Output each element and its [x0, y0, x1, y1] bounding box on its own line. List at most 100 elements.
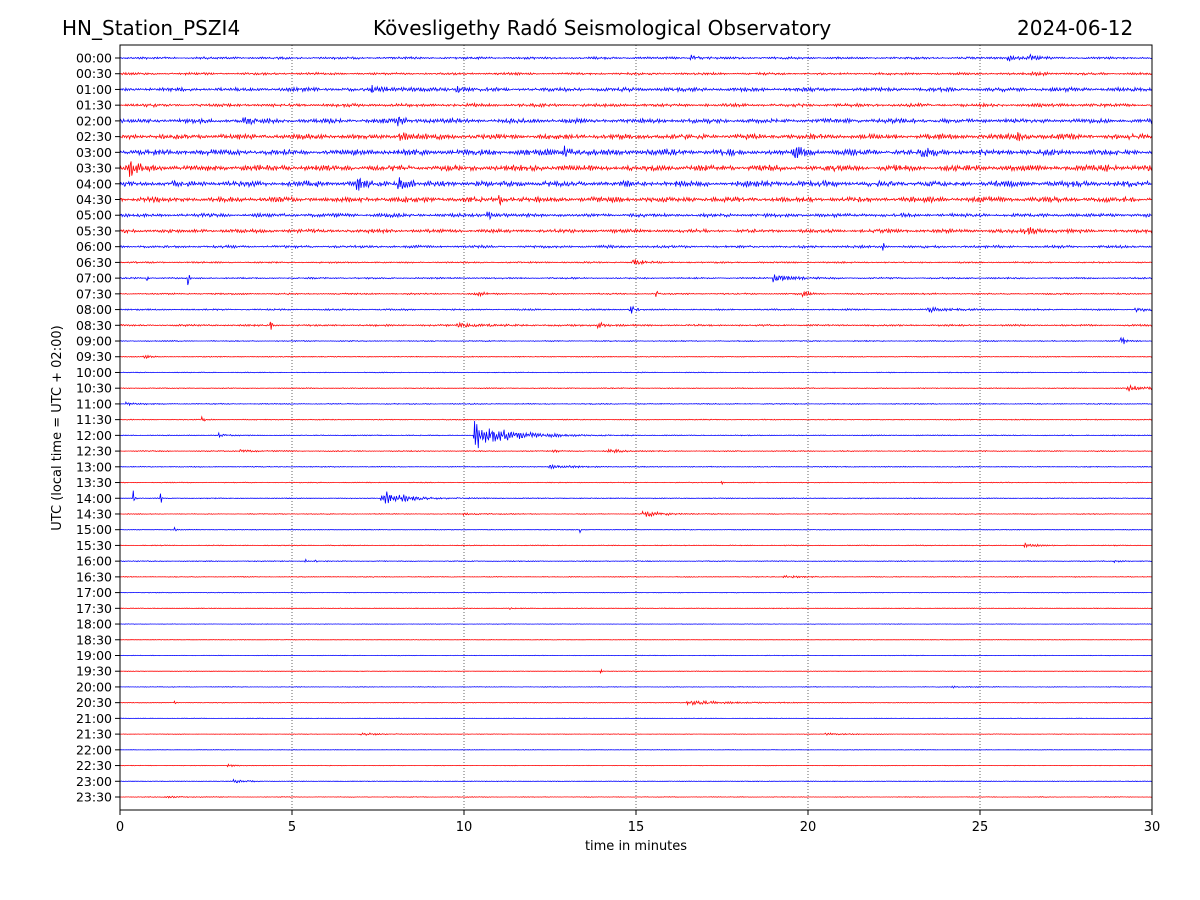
y-tick-label: 02:30: [76, 129, 112, 144]
y-tick-label: 21:30: [76, 727, 112, 742]
trace-1700: [119, 591, 1153, 594]
x-tick-label: 15: [628, 820, 645, 835]
trace-0500: [119, 211, 1153, 221]
chart-date: 2024-06-12: [1017, 16, 1134, 40]
y-tick-label: 00:00: [76, 51, 112, 66]
trace-2300: [119, 778, 1153, 784]
y-tick-label: 13:00: [76, 459, 112, 474]
y-tick-label: 12:30: [76, 444, 112, 459]
trace-1900: [120, 654, 1153, 657]
trace-0430: [119, 195, 1153, 206]
y-tick-label: 05:00: [76, 208, 112, 223]
y-tick-label: 11:00: [76, 396, 112, 411]
y-tick-label: 19:00: [76, 648, 112, 663]
y-tick-label: 17:00: [76, 585, 112, 600]
trace-0300: [119, 145, 1153, 159]
trace-1130: [119, 415, 1153, 422]
trace-1600: [119, 558, 1153, 564]
y-tick-label: 00:30: [76, 66, 112, 81]
trace-1800: [119, 623, 1153, 625]
y-tick-label: 10:30: [76, 381, 112, 396]
x-tick-label: 0: [116, 820, 124, 835]
trace-2030: [119, 699, 1153, 706]
y-tick-label: 03:00: [76, 145, 112, 160]
y-tick-label: 23:00: [76, 774, 112, 789]
trace-1230: [119, 448, 1153, 454]
x-tick-label: 25: [972, 820, 989, 835]
y-tick-label: 12:00: [76, 428, 112, 443]
trace-1330: [119, 480, 1153, 486]
y-tick-label: 15:00: [76, 522, 112, 537]
y-tick-label: 01:30: [76, 98, 112, 113]
y-tick-label: 07:30: [76, 286, 112, 301]
x-tick-label: 20: [800, 820, 817, 835]
y-tick-label: 15:30: [76, 538, 112, 553]
trace-0230: [119, 132, 1153, 142]
trace-2200: [119, 749, 1153, 751]
trace-0530: [119, 227, 1153, 236]
trace-1430: [119, 510, 1153, 518]
y-tick-label: 09:30: [76, 349, 112, 364]
trace-0100: [119, 85, 1153, 94]
trace-2000: [119, 685, 1153, 689]
trace-2100: [119, 717, 1153, 720]
y-tick-label: 18:30: [76, 632, 112, 647]
trace-1300: [119, 463, 1153, 470]
y-tick-label: 05:30: [76, 223, 112, 238]
trace-0030: [119, 70, 1153, 77]
station-name: HN_Station_PSZI4: [62, 16, 241, 40]
y-tick-label: 08:30: [76, 318, 112, 333]
x-tick-label: 30: [1144, 820, 1161, 835]
trace-1000: [119, 371, 1153, 374]
y-tick-label: 06:30: [76, 255, 112, 270]
trace-1500: [119, 526, 1153, 534]
y-tick-label: 23:30: [76, 790, 112, 805]
y-tick-label: 14:00: [76, 491, 112, 506]
trace-0700: [119, 274, 1153, 286]
trace-0600: [119, 243, 1153, 251]
y-tick-label: 19:30: [76, 664, 112, 679]
trace-0400: [119, 177, 1153, 191]
trace-0330: [119, 161, 1153, 177]
trace-0930: [119, 354, 1153, 359]
trace-2330: [119, 795, 1153, 799]
trace-1400: [119, 490, 1153, 504]
y-tick-label: 04:30: [76, 192, 112, 207]
trace-0130: [119, 101, 1153, 109]
y-tick-label: 21:00: [76, 711, 112, 726]
trace-0830: [119, 321, 1153, 330]
chart-title: Kövesligethy Radó Seismological Observat…: [373, 16, 832, 40]
y-tick-label: 09:00: [76, 334, 112, 349]
trace-0730: [119, 290, 1152, 298]
trace-1730: [119, 607, 1153, 611]
y-tick-label: 11:30: [76, 412, 112, 427]
y-tick-label: 03:30: [76, 161, 112, 176]
y-tick-label: 14:30: [76, 506, 112, 521]
y-tick-label: 22:00: [76, 742, 112, 757]
y-tick-label: 06:00: [76, 239, 112, 254]
x-tick-label: 5: [288, 820, 296, 835]
x-tick-label: 10: [456, 820, 473, 835]
trace-1830: [119, 639, 1153, 641]
y-tick-label: 08:00: [76, 302, 112, 317]
y-tick-label: 07:00: [76, 271, 112, 286]
y-tick-label: 18:00: [76, 617, 112, 632]
y-tick-label: 17:30: [76, 601, 112, 616]
y-tick-label: 20:30: [76, 695, 112, 710]
y-tick-label: 10:00: [76, 365, 112, 380]
trace-0200: [119, 116, 1153, 127]
trace-0630: [119, 259, 1153, 266]
trace-1530: [119, 542, 1152, 549]
y-tick-label: 02:00: [76, 113, 112, 128]
y-axis-label: UTC (local time = UTC + 02:00): [50, 325, 65, 530]
y-tick-label: 01:00: [76, 82, 112, 97]
trace-0900: [119, 336, 1153, 345]
y-tick-label: 22:30: [76, 758, 112, 773]
trace-1930: [119, 668, 1153, 675]
y-tick-label: 16:30: [76, 569, 112, 584]
trace-0000: [119, 53, 1153, 62]
trace-0800: [119, 305, 1153, 314]
trace-2230: [119, 763, 1153, 768]
trace-1030: [119, 384, 1153, 392]
